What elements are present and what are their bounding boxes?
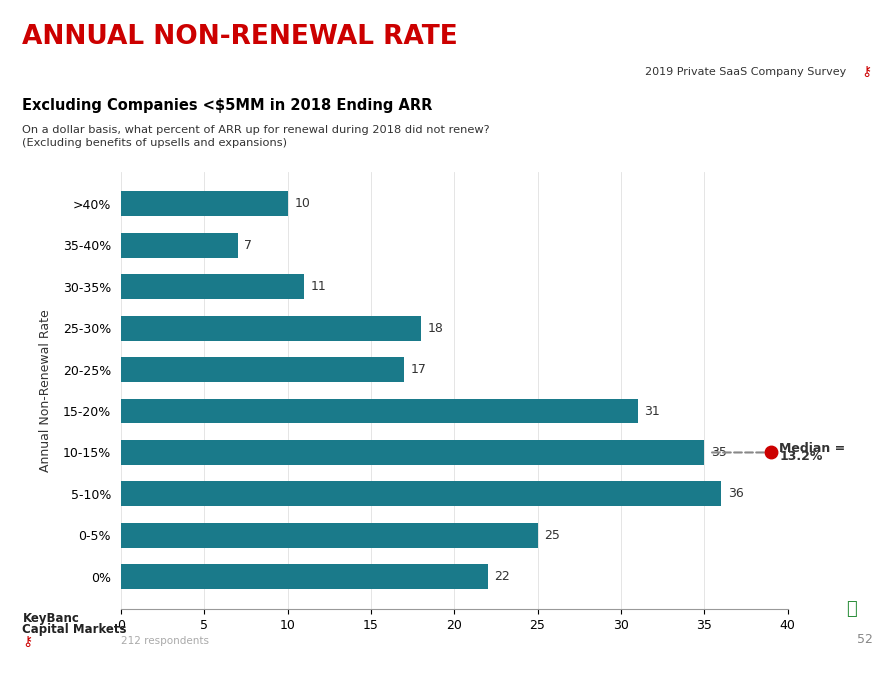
Text: ⚷: ⚷ — [22, 635, 32, 649]
Y-axis label: Annual Non-Renewal Rate: Annual Non-Renewal Rate — [38, 309, 52, 472]
Bar — [121, 523, 537, 548]
Text: 36: 36 — [727, 487, 743, 501]
Text: 35: 35 — [710, 446, 726, 459]
Bar — [121, 357, 404, 382]
Text: 11: 11 — [310, 280, 326, 293]
Bar — [121, 440, 704, 465]
Text: 25: 25 — [544, 529, 560, 542]
Bar — [121, 565, 487, 589]
Text: ⚷: ⚷ — [860, 65, 870, 79]
Text: ANNUAL NON-RENEWAL RATE: ANNUAL NON-RENEWAL RATE — [22, 24, 458, 50]
Text: Excluding Companies <$5MM in 2018 Ending ARR: Excluding Companies <$5MM in 2018 Ending… — [22, 98, 433, 112]
Text: 22: 22 — [493, 570, 510, 583]
Bar — [121, 233, 237, 258]
Text: On a dollar basis, what percent of ARR up for renewal during 2018 did not renew?: On a dollar basis, what percent of ARR u… — [22, 125, 489, 147]
Text: 212 respondents: 212 respondents — [121, 636, 208, 646]
Bar — [121, 192, 287, 216]
Text: 52: 52 — [856, 633, 872, 646]
Bar — [121, 316, 420, 341]
Text: 🐘: 🐘 — [845, 600, 856, 618]
Text: Median =: Median = — [779, 442, 845, 455]
Text: 31: 31 — [644, 404, 659, 417]
Bar — [121, 398, 637, 423]
Text: 13.2%: 13.2% — [779, 450, 822, 463]
Bar — [121, 481, 721, 506]
Text: 18: 18 — [427, 322, 443, 334]
Text: Capital Markets: Capital Markets — [22, 623, 127, 636]
Text: 10: 10 — [294, 197, 309, 211]
Text: KeyBanc: KeyBanc — [22, 612, 80, 625]
Text: 7: 7 — [244, 239, 252, 252]
Bar — [121, 275, 304, 299]
Text: 17: 17 — [410, 363, 426, 376]
Text: 2019 Private SaaS Company Survey: 2019 Private SaaS Company Survey — [644, 67, 845, 77]
